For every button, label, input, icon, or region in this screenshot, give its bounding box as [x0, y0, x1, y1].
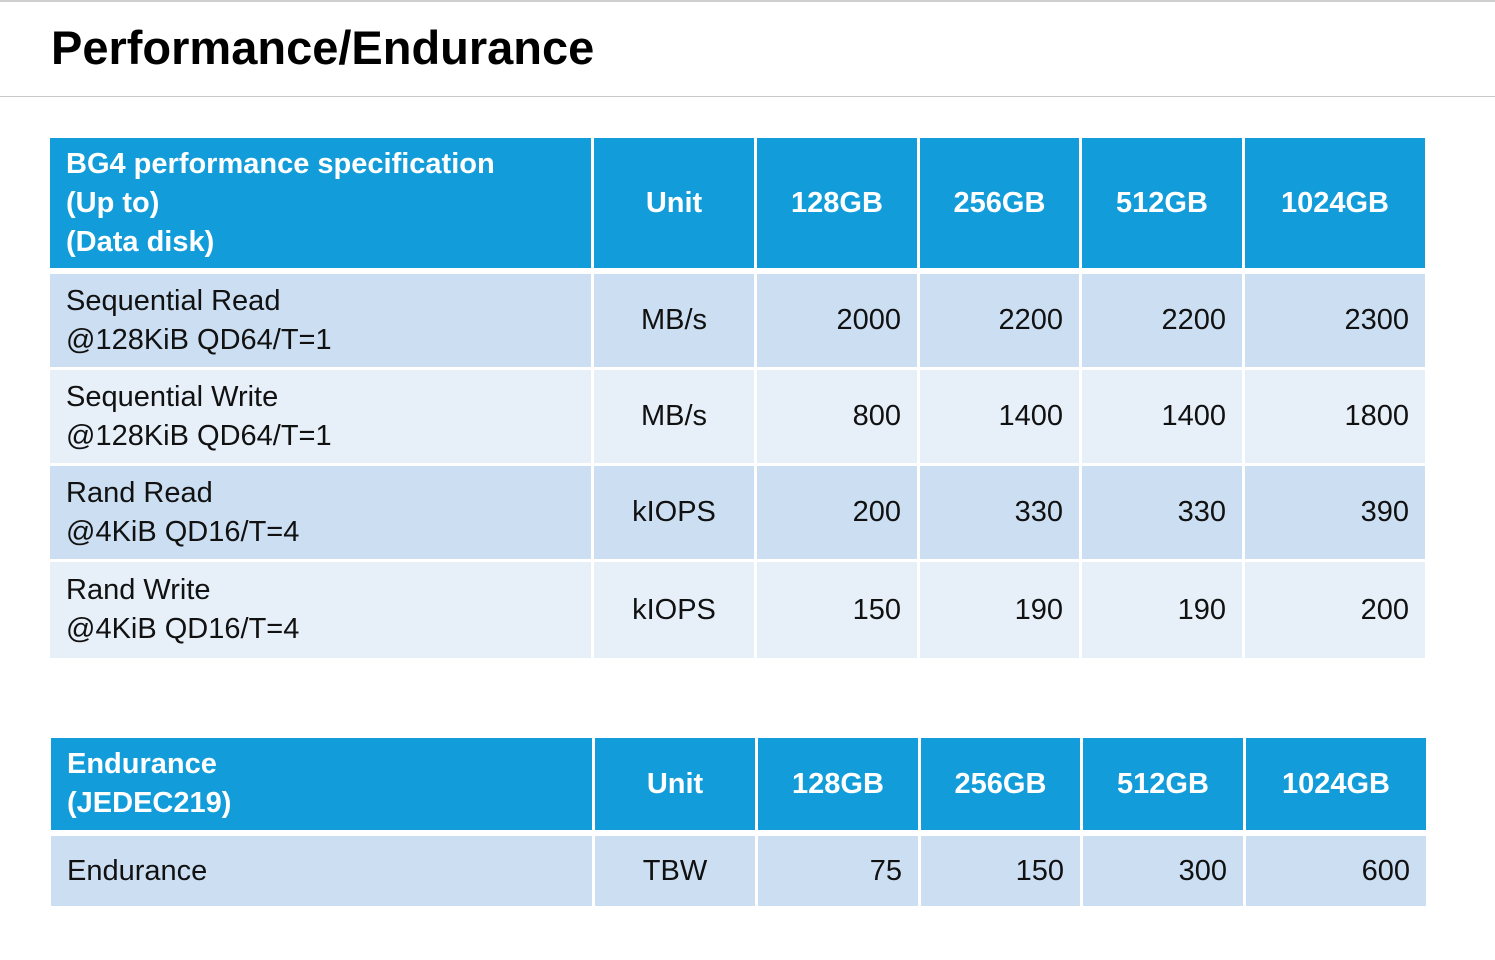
performance-header-capacity: 512GB: [1082, 138, 1245, 274]
endurance-header-capacity: 128GB: [758, 738, 921, 836]
row-label: Rand Write @4KiB QD16/T=4: [50, 562, 594, 658]
performance-header-unit: Unit: [594, 138, 757, 274]
endurance-header-title: Endurance (JEDEC219): [51, 738, 595, 836]
table-row: Endurance TBW 75 150 300 600: [51, 836, 1426, 906]
row-label: Sequential Read @128KiB QD64/T=1: [50, 274, 594, 370]
performance-header-capacity: 1024GB: [1245, 138, 1425, 274]
table-row: Rand Write @4KiB QD16/T=4 kIOPS 150 190 …: [50, 562, 1425, 658]
endurance-header-capacity: 256GB: [921, 738, 1083, 836]
row-value: 330: [920, 466, 1082, 562]
performance-header-row: BG4 performance specification (Up to) (D…: [50, 138, 1425, 274]
table-row: Rand Read @4KiB QD16/T=4 kIOPS 200 330 3…: [50, 466, 1425, 562]
table-row: Sequential Read @128KiB QD64/T=1 MB/s 20…: [50, 274, 1425, 370]
row-value: 1400: [920, 370, 1082, 466]
row-label: Endurance: [51, 836, 595, 906]
performance-table: BG4 performance specification (Up to) (D…: [50, 138, 1425, 658]
endurance-header-row: Endurance (JEDEC219) Unit 128GB 256GB 51…: [51, 738, 1426, 836]
performance-header-title: BG4 performance specification (Up to) (D…: [50, 138, 594, 274]
endurance-header-unit: Unit: [595, 738, 758, 836]
row-value: 1400: [1082, 370, 1245, 466]
row-value: 2200: [920, 274, 1082, 370]
row-unit: MB/s: [594, 370, 757, 466]
row-label: Sequential Write @128KiB QD64/T=1: [50, 370, 594, 466]
row-value: 75: [758, 836, 921, 906]
row-value: 150: [921, 836, 1083, 906]
row-unit: MB/s: [594, 274, 757, 370]
row-value: 390: [1245, 466, 1425, 562]
row-value: 2000: [757, 274, 920, 370]
table-row: Sequential Write @128KiB QD64/T=1 MB/s 8…: [50, 370, 1425, 466]
row-value: 1800: [1245, 370, 1425, 466]
row-unit: TBW: [595, 836, 758, 906]
row-unit: kIOPS: [594, 562, 757, 658]
row-label: Rand Read @4KiB QD16/T=4: [50, 466, 594, 562]
slide-title: Performance/Endurance: [51, 21, 595, 74]
row-value: 150: [757, 562, 920, 658]
row-value: 2300: [1245, 274, 1425, 370]
top-rule: [0, 0, 1495, 2]
row-value: 300: [1083, 836, 1246, 906]
row-value: 190: [1082, 562, 1245, 658]
endurance-header-capacity: 1024GB: [1246, 738, 1426, 836]
title-divider: [0, 96, 1495, 97]
performance-header-capacity: 128GB: [757, 138, 920, 274]
row-unit: kIOPS: [594, 466, 757, 562]
performance-header-capacity: 256GB: [920, 138, 1082, 274]
row-value: 330: [1082, 466, 1245, 562]
row-value: 190: [920, 562, 1082, 658]
row-value: 200: [1245, 562, 1425, 658]
endurance-table: Endurance (JEDEC219) Unit 128GB 256GB 51…: [51, 738, 1426, 906]
row-value: 2200: [1082, 274, 1245, 370]
row-value: 200: [757, 466, 920, 562]
endurance-header-capacity: 512GB: [1083, 738, 1246, 836]
row-value: 800: [757, 370, 920, 466]
row-value: 600: [1246, 836, 1426, 906]
